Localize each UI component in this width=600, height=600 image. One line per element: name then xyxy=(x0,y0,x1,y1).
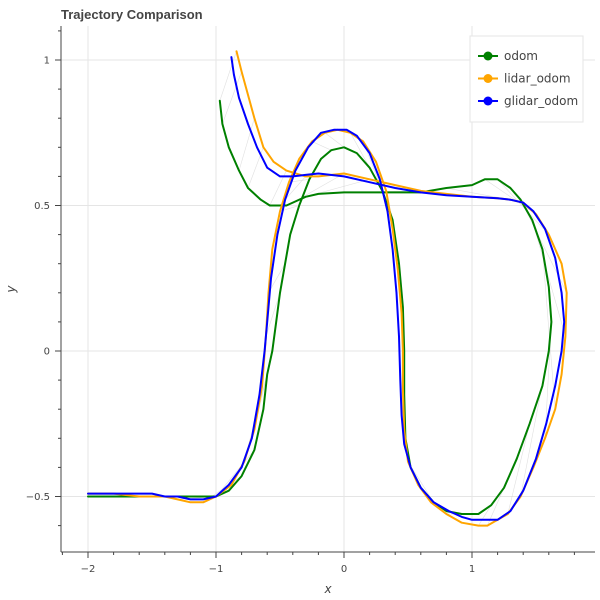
x-tick-label: −1 xyxy=(209,564,224,575)
correspondence-line xyxy=(265,292,281,337)
correspondence-line xyxy=(484,179,537,215)
y-tick-label: 1 xyxy=(44,56,50,67)
correspondence-line xyxy=(268,263,286,293)
y-tick-label: 0.5 xyxy=(34,201,50,212)
correspondence-line xyxy=(350,132,370,168)
y-tick-label: 0 xyxy=(44,347,50,358)
correspondence-line xyxy=(542,249,556,410)
legend-label: glidar_odom xyxy=(504,94,578,108)
series-line-odom xyxy=(87,99,553,515)
correspondence-line xyxy=(238,118,255,171)
axes: −2 −1 0 1 −0.5 0 0.5 1 xyxy=(26,26,595,575)
y-tick-label: −0.5 xyxy=(26,492,50,503)
legend-swatch-marker xyxy=(483,96,493,106)
series-group xyxy=(87,50,568,527)
x-axis-label: x xyxy=(323,582,332,596)
correspondence-line xyxy=(215,449,255,497)
correspondence-line xyxy=(531,219,566,337)
correspondence-line xyxy=(222,71,242,125)
x-tick-label: 0 xyxy=(341,564,347,575)
legend-swatch-marker xyxy=(483,74,493,83)
series-line-lidar-odom xyxy=(87,50,568,527)
legend-item-odom: odom xyxy=(478,49,538,63)
legend: odom lidar_odom glidar_odom xyxy=(469,35,584,123)
x-tick-label: 1 xyxy=(469,564,475,575)
y-axis-label: y xyxy=(4,285,18,294)
correspondence-line xyxy=(478,505,492,526)
series-line-glidar-odom xyxy=(87,56,566,521)
correspondence-line xyxy=(507,423,530,515)
legend-label: odom xyxy=(504,49,538,63)
correspondence-line xyxy=(311,141,332,151)
x-tick-label: −2 xyxy=(81,564,96,575)
legend-item-glidar-odom: glidar_odom xyxy=(478,94,578,108)
correspondence-line xyxy=(407,461,434,503)
chart-title: Trajectory Comparison xyxy=(61,7,203,22)
correspondence-line xyxy=(324,132,345,148)
legend-swatch-marker xyxy=(483,51,493,61)
legend-label: lidar_odom xyxy=(504,72,571,86)
correspondence-line xyxy=(219,51,237,101)
legend-item-lidar-odom: lidar_odom xyxy=(478,72,571,86)
correspondence-line xyxy=(497,179,550,235)
